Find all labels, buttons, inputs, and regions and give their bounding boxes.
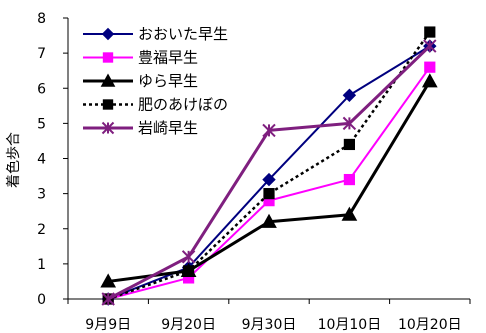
data-point — [263, 188, 275, 200]
data-point — [181, 250, 196, 264]
legend-item: おおいた早生 — [83, 25, 228, 43]
y-tick-labels: 0 1 2 3 4 5 6 7 8 — [37, 11, 46, 308]
legend-item: 岩崎早生 — [83, 119, 198, 137]
legend-item: 肥のあけぼの — [83, 96, 228, 114]
legend-marker — [102, 52, 114, 63]
legend-marker — [100, 73, 116, 87]
series-4 — [102, 26, 436, 305]
x-tick-labels: 9月9日 9月20日 9月30日 10月10日 10月20日 — [85, 317, 461, 333]
data-point — [100, 273, 117, 288]
y-tick-label: 1 — [37, 257, 46, 273]
data-point — [343, 173, 355, 186]
legend-label: ゆら早生 — [138, 72, 198, 90]
y-tick-label: 2 — [37, 222, 46, 238]
legend-label: 豊福早生 — [138, 49, 198, 67]
data-point — [342, 116, 357, 131]
y-tick-label: 5 — [37, 116, 46, 132]
legend-marker — [101, 121, 115, 135]
x-tick-label: 10月20日 — [398, 317, 462, 333]
data-point — [423, 39, 437, 53]
y-tick-label: 8 — [37, 11, 46, 27]
data-point — [262, 123, 276, 138]
legend-label: おおいた早生 — [138, 25, 228, 43]
x-tick-label: 10月10日 — [318, 317, 382, 333]
series-layer — [100, 26, 438, 306]
y-tick-label: 3 — [37, 187, 46, 203]
legend-item: ゆら早生 — [83, 72, 198, 90]
data-point — [424, 61, 436, 73]
x-tick-label: 9月9日 — [85, 317, 131, 333]
legend-label: 肥のあけぼの — [138, 96, 228, 114]
data-point — [342, 88, 357, 102]
series-line — [107, 31, 431, 301]
data-point — [421, 73, 438, 88]
data-point — [183, 265, 195, 277]
legend-label: 岩崎早生 — [138, 119, 198, 137]
y-tick-label: 0 — [37, 292, 46, 308]
data-point — [343, 138, 355, 151]
series-5 — [101, 39, 437, 306]
x-tick-label: 9月30日 — [242, 317, 297, 333]
data-point — [424, 26, 436, 38]
axes — [63, 17, 471, 304]
data-point — [101, 292, 115, 306]
y-tick-label: 4 — [37, 152, 46, 168]
x-tick-label: 9月20日 — [161, 317, 216, 333]
legend-item: 豊福早生 — [83, 49, 198, 67]
data-point — [262, 172, 276, 187]
y-tick-label: 7 — [37, 46, 46, 62]
data-point — [261, 213, 277, 228]
legend-marker — [101, 27, 115, 41]
legend-marker — [102, 99, 114, 110]
y-axis-label: 着色歩合 — [5, 132, 22, 188]
y-tick-label: 6 — [37, 81, 46, 97]
data-point — [341, 206, 358, 221]
